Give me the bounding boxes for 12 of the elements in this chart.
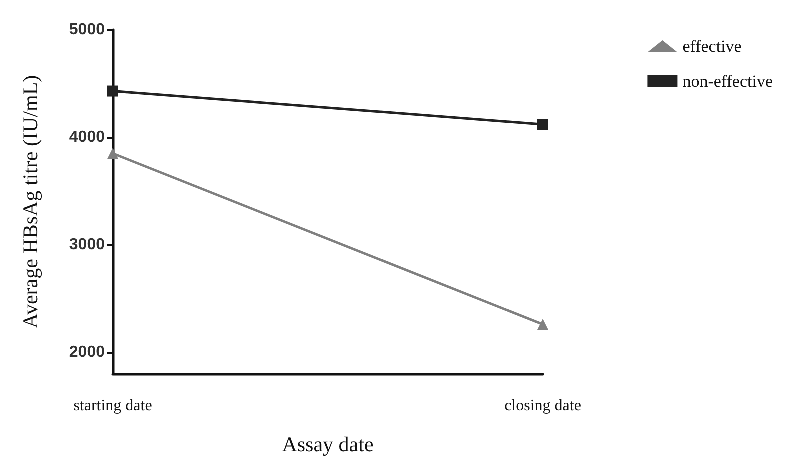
y-tick-label: 2000	[69, 344, 106, 361]
y-tick-label: 3000	[69, 236, 106, 254]
legend-label: non-effective	[682, 72, 774, 91]
legend-label: effective	[682, 37, 742, 56]
x-tick-label: closing date	[504, 398, 582, 414]
x-tick-label: starting date	[74, 398, 152, 414]
point	[108, 86, 118, 97]
x-axis-title: Assay date	[282, 432, 374, 456]
y-tick-label: 4000	[69, 129, 106, 146]
point	[538, 119, 548, 130]
y-tick-label: 5000	[69, 22, 106, 38]
y-axis-title: Average HBsAg titre (IU/mL)	[18, 75, 42, 329]
